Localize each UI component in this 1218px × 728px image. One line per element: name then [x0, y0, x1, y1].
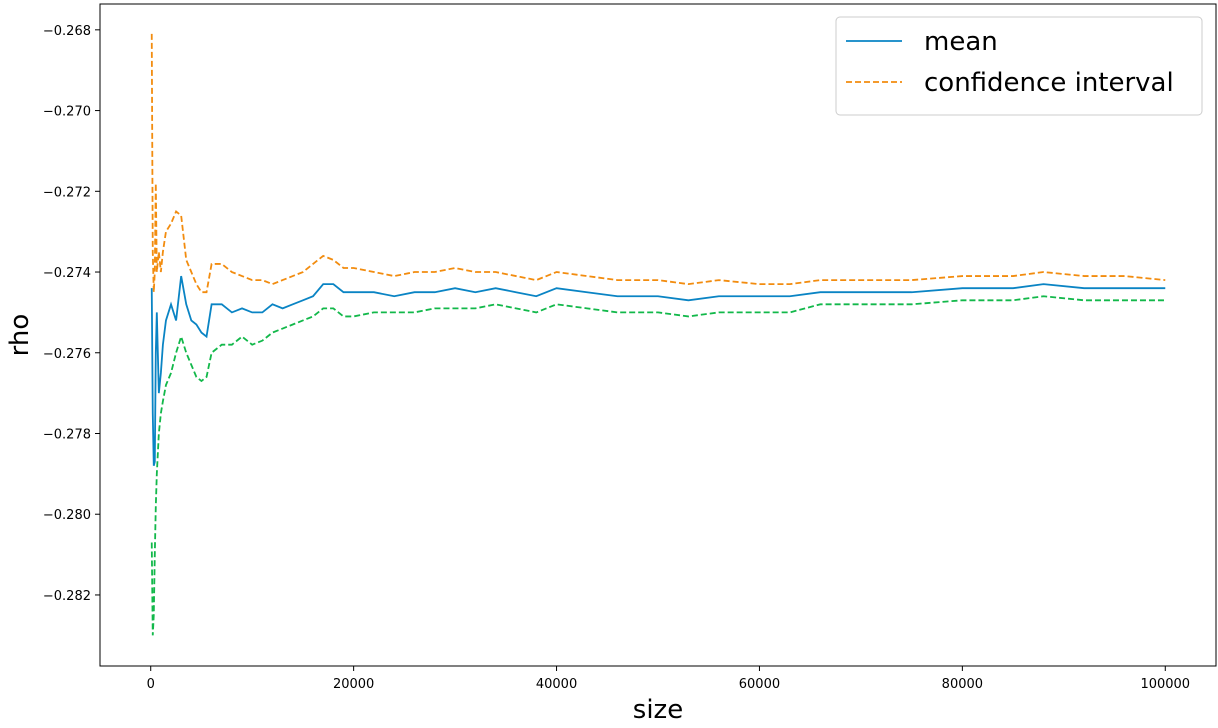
- y-tick-label: −0.280: [43, 508, 91, 523]
- series-line: [150, 275, 1166, 467]
- y-tick-label: −0.282: [43, 589, 91, 604]
- y-axis-label: rho: [5, 314, 35, 357]
- y-tick-label: −0.268: [43, 24, 91, 39]
- series-line: [150, 33, 1166, 294]
- legend: mean confidence interval: [835, 16, 1203, 116]
- x-tick-label: 80000: [942, 677, 983, 692]
- x-tick-label: 20000: [333, 677, 374, 692]
- x-tick-label: 40000: [536, 677, 577, 692]
- legend-label: confidence interval: [924, 68, 1174, 98]
- x-tick-label: 0: [147, 677, 155, 692]
- y-tick-label: −0.270: [43, 105, 91, 120]
- legend-box: [835, 16, 1203, 116]
- x-tick-label: 100000: [1140, 677, 1190, 692]
- y-tick-label: −0.278: [43, 427, 91, 442]
- y-tick-label: −0.276: [43, 347, 91, 362]
- x-tick-label: 60000: [739, 677, 780, 692]
- y-tick-label: −0.274: [43, 266, 91, 281]
- x-axis-label: size: [633, 695, 683, 725]
- y-tick-label: −0.272: [43, 185, 91, 200]
- legend-label: mean: [924, 27, 998, 57]
- series-line: [150, 295, 1166, 636]
- plot-frame: [99, 3, 1217, 667]
